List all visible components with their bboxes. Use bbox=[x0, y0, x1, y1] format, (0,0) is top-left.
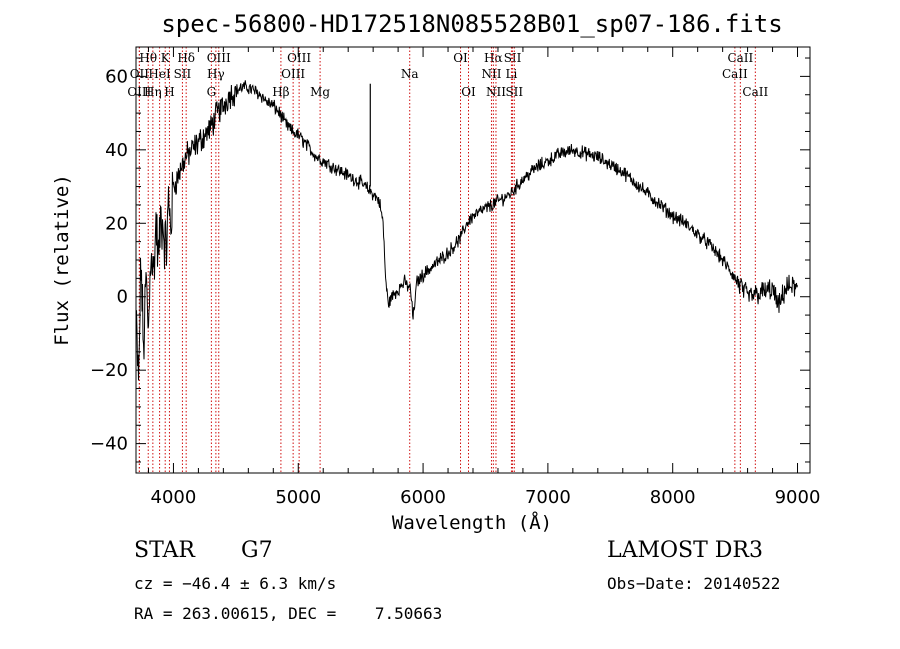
spectral-line-label: CaII bbox=[742, 85, 768, 99]
spectrum-layer bbox=[135, 80, 798, 381]
y-tick-label: 60 bbox=[105, 66, 128, 87]
y-tick-label: −20 bbox=[90, 360, 128, 381]
spectral-line-label: OIII bbox=[281, 67, 305, 81]
spectral-line-label: NII bbox=[486, 85, 506, 99]
chart-title: spec-56800-HD172518N085528B01_sp07-186.f… bbox=[161, 10, 782, 38]
y-tick-label: 0 bbox=[117, 287, 128, 308]
obs-date: Obs−Date: 20140522 bbox=[607, 574, 781, 593]
spectral-line-label: CaII bbox=[727, 51, 753, 65]
y-tick-label: 40 bbox=[105, 140, 128, 161]
spectral-line-label: OI bbox=[453, 51, 468, 65]
spectral-line-label: SII bbox=[504, 51, 522, 65]
object-subclass: G7 bbox=[241, 538, 273, 563]
spectral-line-label: CaII bbox=[722, 67, 748, 81]
spectral-line-label: Hα bbox=[484, 51, 503, 65]
spectral-line-label: SII bbox=[174, 67, 192, 81]
x-tick-label: 9000 bbox=[775, 487, 821, 508]
spectral-line-label: HeI bbox=[148, 67, 171, 81]
survey-name: LAMOST DR3 bbox=[607, 538, 763, 563]
spectrum-trace bbox=[135, 80, 798, 381]
spectral-line-label: Na bbox=[401, 67, 419, 81]
ra-dec: RA = 263.00615, DEC = 7.50663 bbox=[134, 604, 443, 623]
spectral-line-label: K bbox=[161, 51, 171, 65]
spectral-line-label: G bbox=[207, 85, 217, 99]
spectral-line-label: Li bbox=[506, 67, 518, 81]
object-class: STAR bbox=[134, 538, 195, 563]
x-tick-label: 6000 bbox=[400, 487, 446, 508]
spectral-line-label: OIII bbox=[127, 85, 151, 99]
spectral-line-label: SII bbox=[505, 85, 523, 99]
y-tick-label: −40 bbox=[90, 434, 128, 455]
ticks-layer: 4000 5000 6000 7000 8000 9000 −40 −20 0 20 40 60 bbox=[90, 47, 820, 508]
spectral-line-label: OIII bbox=[287, 51, 311, 65]
x-axis-label: Wavelength (Å) bbox=[392, 511, 552, 534]
spectral-lines-layer: Hθ OII OIII K HeI Hη H Hδ SII OIII Hγ G OIII OIII Hβ Mg… bbox=[127, 47, 768, 473]
x-tick-label: 4000 bbox=[151, 487, 197, 508]
spectral-line-label: Hγ bbox=[207, 67, 225, 81]
spectral-line-label: Hδ bbox=[177, 51, 195, 65]
x-tick-label: 7000 bbox=[525, 487, 571, 508]
spectral-line-label: OII bbox=[130, 67, 150, 81]
spectral-line-label: H bbox=[164, 85, 174, 99]
cz-value: cz = −46.4 ± 6.3 km/s bbox=[134, 574, 337, 593]
y-axis-label: Flux (relative) bbox=[51, 174, 73, 346]
x-tick-label: 8000 bbox=[650, 487, 696, 508]
spectral-line-label: Hη bbox=[144, 85, 162, 99]
spectral-line-label: Hβ bbox=[272, 85, 289, 99]
spectral-line-label: OI bbox=[461, 85, 476, 99]
spectral-line-label: Hθ bbox=[139, 51, 157, 65]
spectral-line-label: NII bbox=[481, 67, 501, 81]
y-tick-label: 20 bbox=[105, 213, 128, 234]
spectral-line-label: OIII bbox=[207, 51, 231, 65]
spectral-line-label: Mg bbox=[310, 85, 330, 99]
x-tick-label: 5000 bbox=[275, 487, 321, 508]
plot-frame bbox=[135, 46, 811, 474]
